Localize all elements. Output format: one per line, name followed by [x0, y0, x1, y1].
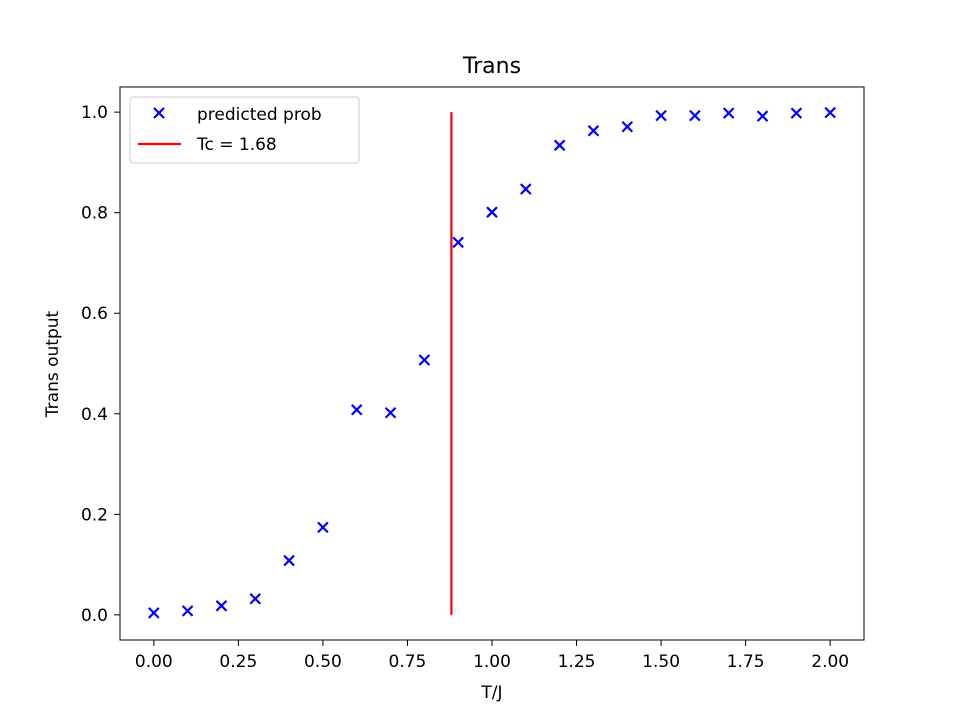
data-point [520, 183, 532, 195]
x-tick-label: 1.50 [642, 652, 680, 672]
data-point [283, 554, 295, 567]
data-point [452, 236, 464, 249]
data-layer [148, 106, 836, 619]
data-point [317, 521, 329, 534]
chart-title: Trans [462, 54, 521, 79]
x-tick-label: 1.75 [727, 652, 765, 672]
legend-marker-x-icon [153, 107, 165, 119]
data-point [790, 107, 803, 119]
data-point [384, 406, 397, 419]
x-axis-label: T/J [480, 683, 502, 703]
data-point [418, 354, 431, 366]
legend-label-tc: Tc = 1.68 [196, 135, 277, 155]
x-tick-label: 0.50 [304, 652, 342, 672]
legend-box [129, 96, 360, 164]
data-point [249, 592, 262, 605]
y-tick-label: 0.6 [81, 304, 108, 324]
data-point [689, 109, 701, 122]
data-point [824, 106, 836, 119]
data-point [486, 206, 498, 218]
data-point [148, 607, 160, 619]
y-tick-label: 1.0 [81, 103, 108, 123]
x-tick-label: 1.25 [558, 652, 596, 672]
y-tick-label: 0.0 [81, 606, 108, 626]
data-point [215, 600, 228, 612]
data-point [722, 107, 735, 119]
data-point [621, 120, 634, 133]
axes-layer: 0.00 0.25 0.50 0.75 1.00 1.25 1.50 1.75 2.00 0.0 0… [81, 103, 849, 672]
x-tick-label: 2.00 [811, 652, 849, 672]
data-point [350, 403, 363, 416]
y-axis-label: Trans output [43, 310, 63, 418]
y-tick-label: 0.2 [81, 505, 108, 525]
x-tick-label: 0.00 [135, 652, 173, 672]
x-tick-label: 0.25 [219, 652, 257, 672]
data-point [553, 139, 566, 152]
data-point [756, 110, 769, 122]
data-point [655, 109, 667, 122]
plot-frame [119, 86, 865, 641]
x-tick-label: 0.75 [389, 652, 427, 672]
data-point [587, 124, 600, 137]
legend: predicted prob Tc = 1.68 [129, 96, 360, 164]
y-tick-label: 0.4 [81, 405, 108, 425]
y-tick-label: 0.8 [81, 204, 108, 224]
legend-label-predicted-prob: predicted prob [197, 105, 322, 125]
plot-area [120, 87, 864, 640]
data-point [181, 605, 194, 617]
x-tick-label: 1.00 [473, 652, 511, 672]
